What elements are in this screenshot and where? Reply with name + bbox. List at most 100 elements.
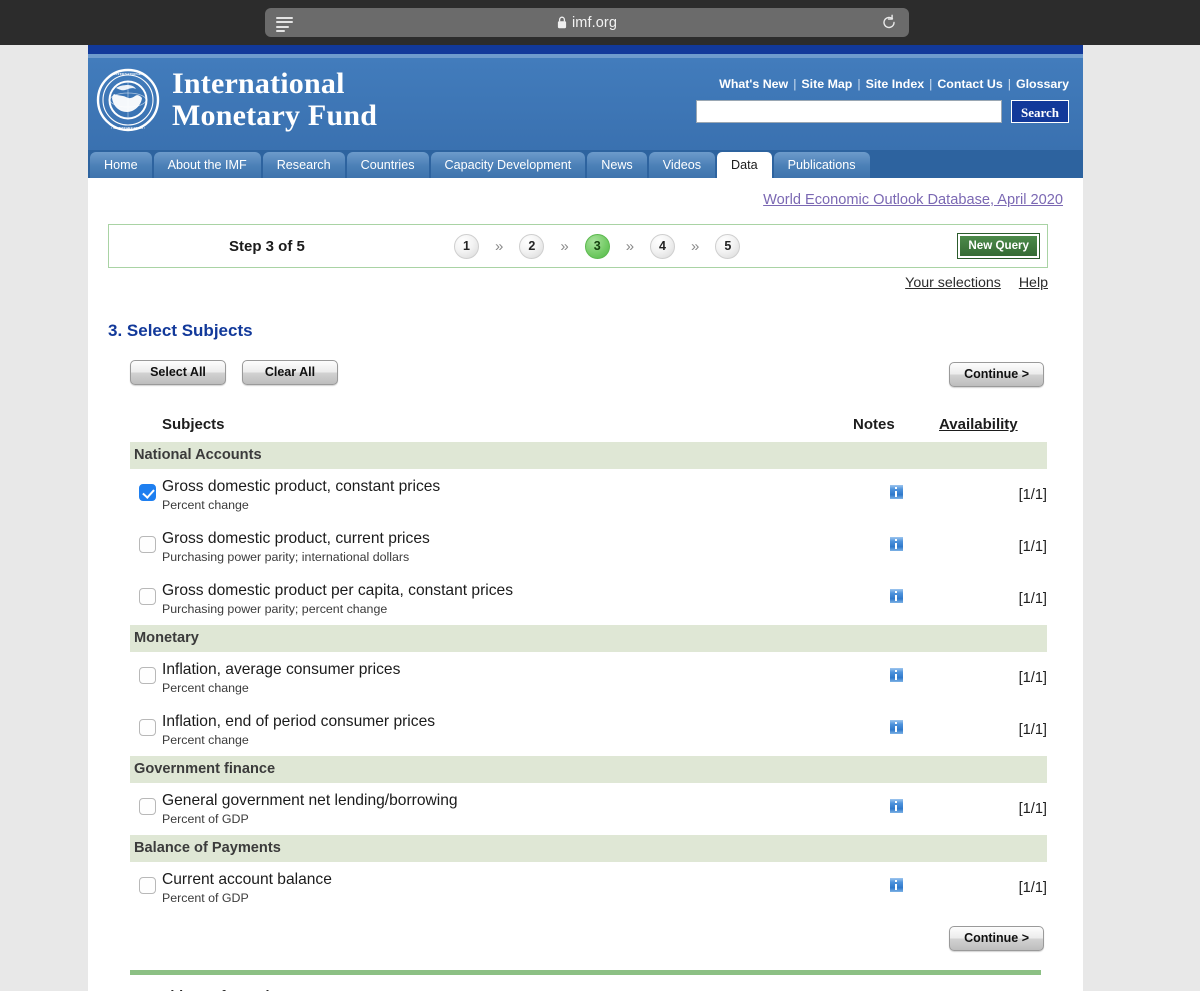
row-checkbox-cell[interactable] [130, 862, 162, 914]
wizard-step-4[interactable]: 4 [650, 233, 676, 259]
row-checkbox-cell[interactable] [130, 469, 162, 521]
search-input[interactable] [696, 100, 1002, 123]
nav-tab-research[interactable]: Research [262, 152, 345, 178]
database-link[interactable]: World Economic Outlook Database, April 2… [763, 192, 1063, 208]
nav-tab-videos[interactable]: Videos [648, 152, 715, 178]
continue-button-bottom[interactable]: Continue > [949, 926, 1044, 951]
row-availability: [1/1] [1018, 800, 1047, 817]
wizard-step-3[interactable]: 3 [584, 233, 610, 259]
row-checkbox-cell[interactable] [130, 521, 162, 573]
group-header-row: Government finance [130, 756, 1047, 783]
utility-link-glossary[interactable]: Glossary [1015, 77, 1069, 91]
row-availability: [1/1] [1018, 721, 1047, 738]
your-selections-link[interactable]: Your selections [905, 275, 1001, 291]
availability-sort-link[interactable]: Availability [939, 416, 1018, 433]
group-header-row: Monetary [130, 625, 1047, 652]
imf-wordmark: International Monetary Fund [172, 68, 377, 132]
help-link[interactable]: Help [1018, 275, 1048, 291]
nav-tab-capacity-development[interactable]: Capacity Development [430, 152, 586, 178]
wizard-step-bar: Step 3 of 5 1 » 2 » 3 » 4 » 5 New Query [108, 224, 1048, 268]
subject-checkbox[interactable] [139, 876, 156, 894]
info-icon[interactable] [889, 589, 903, 603]
clear-all-button[interactable]: Clear All [242, 360, 338, 385]
utility-link-site-index[interactable]: Site Index [865, 77, 925, 91]
subject-name: Gross domestic product, constant prices [162, 478, 441, 495]
utility-links: What's New | Site Map | Site Index | Contact U… [719, 77, 1069, 91]
table-row[interactable]: Inflation, average consumer prices Perce… [130, 652, 1047, 704]
subject-checkbox[interactable] [139, 718, 156, 736]
select-all-button[interactable]: Select All [130, 360, 226, 385]
nav-tab-home[interactable]: Home [90, 152, 152, 178]
th-availability: Availability [939, 416, 1047, 442]
address-bar-content: imf.org [265, 8, 909, 37]
svg-text:• INTERNATIONAL •: • INTERNATIONAL • [112, 72, 145, 76]
row-availability: [1/1] [1018, 879, 1047, 896]
continue-bottom-row: Continue > [108, 926, 1044, 951]
imf-logo[interactable]: • INTERNATIONAL • • MONETARY FUND • Inte… [96, 68, 377, 132]
group-header-row: National Accounts [130, 442, 1047, 469]
nav-tab-about[interactable]: About the IMF [153, 152, 261, 178]
row-checkbox-cell[interactable] [130, 783, 162, 835]
subject-description: Percent change [162, 498, 249, 512]
info-icon[interactable] [889, 668, 903, 682]
subject-name: Current account balance [162, 871, 332, 888]
nav-tab-countries[interactable]: Countries [346, 152, 429, 178]
subjects-table-head: Subjects Notes Availability [130, 416, 1047, 442]
imf-seal-icon: • INTERNATIONAL • • MONETARY FUND • [96, 68, 160, 132]
wordmark-line-2: Monetary Fund [172, 99, 378, 132]
subject-actions: Select All Clear All Continue > [108, 360, 1063, 387]
row-notes-cell [853, 704, 939, 756]
nav-tab-news[interactable]: News [587, 152, 647, 178]
wizard-step-2[interactable]: 2 [519, 233, 545, 259]
utility-separator: | [857, 77, 861, 91]
subject-description: Percent of GDP [162, 891, 249, 905]
table-row[interactable]: Gross domestic product per capita, const… [130, 573, 1047, 625]
new-query-button[interactable]: New Query [957, 233, 1040, 259]
wizard-step-5[interactable]: 5 [715, 233, 741, 259]
subject-checkbox[interactable] [139, 797, 156, 815]
table-row[interactable]: Current account balance Percent of GDP [… [130, 862, 1047, 914]
row-checkbox-cell[interactable] [130, 573, 162, 625]
main-content: World Economic Outlook Database, April 2… [88, 178, 1083, 991]
header-thin-stripe [88, 54, 1083, 58]
section-divider [130, 970, 1041, 975]
subject-description: Percent change [162, 733, 249, 747]
table-row[interactable]: Inflation, end of period consumer prices… [130, 704, 1047, 756]
row-checkbox-cell[interactable] [130, 652, 162, 704]
table-row[interactable]: General government net lending/borrowing… [130, 783, 1047, 835]
wizard-step-1[interactable]: 1 [454, 233, 479, 259]
utility-link-whats-new[interactable]: What's New [719, 77, 789, 91]
group-label-national-accounts: National Accounts [130, 442, 1047, 469]
row-availability: [1/1] [1018, 538, 1047, 555]
site-header: • INTERNATIONAL • • MONETARY FUND • Inte… [88, 58, 1083, 150]
subject-checkbox[interactable] [139, 666, 156, 684]
group-label-government-finance: Government finance [130, 756, 1047, 783]
subject-checkbox[interactable] [139, 587, 156, 605]
search-button[interactable]: Search [1011, 100, 1069, 123]
nav-tab-data[interactable]: Data [717, 152, 772, 178]
info-icon[interactable] [889, 799, 903, 813]
table-row[interactable]: Gross domestic product, constant prices … [130, 469, 1047, 521]
info-icon[interactable] [889, 537, 903, 551]
group-label-balance-of-payments: Balance of Payments [130, 835, 1047, 862]
subject-checkbox[interactable] [139, 535, 156, 553]
browser-address-bar[interactable]: imf.org [265, 8, 909, 37]
continue-button-top[interactable]: Continue > [949, 362, 1044, 387]
nav-tab-publications[interactable]: Publications [773, 152, 870, 178]
info-icon[interactable] [889, 485, 903, 499]
table-row[interactable]: Gross domestic product, current prices P… [130, 521, 1047, 573]
subject-name: Inflation, end of period consumer prices [162, 713, 436, 730]
row-subject-cell: Gross domestic product, constant prices … [162, 469, 853, 521]
subject-checkbox[interactable] [139, 483, 156, 501]
subjects-table: Subjects Notes Availability National Acc… [130, 416, 1047, 914]
subjects-table-body: National Accounts Gross domestic product… [130, 442, 1047, 914]
reload-icon[interactable] [881, 14, 897, 31]
info-icon[interactable] [889, 878, 903, 892]
reader-menu-icon[interactable] [276, 17, 293, 33]
utility-link-contact-us[interactable]: Contact Us [937, 77, 1003, 91]
group-label-monetary: Monetary [130, 625, 1047, 652]
row-subject-cell: Gross domestic product, current prices P… [162, 521, 853, 573]
utility-link-site-map[interactable]: Site Map [801, 77, 853, 91]
row-checkbox-cell[interactable] [130, 704, 162, 756]
info-icon[interactable] [889, 720, 903, 734]
